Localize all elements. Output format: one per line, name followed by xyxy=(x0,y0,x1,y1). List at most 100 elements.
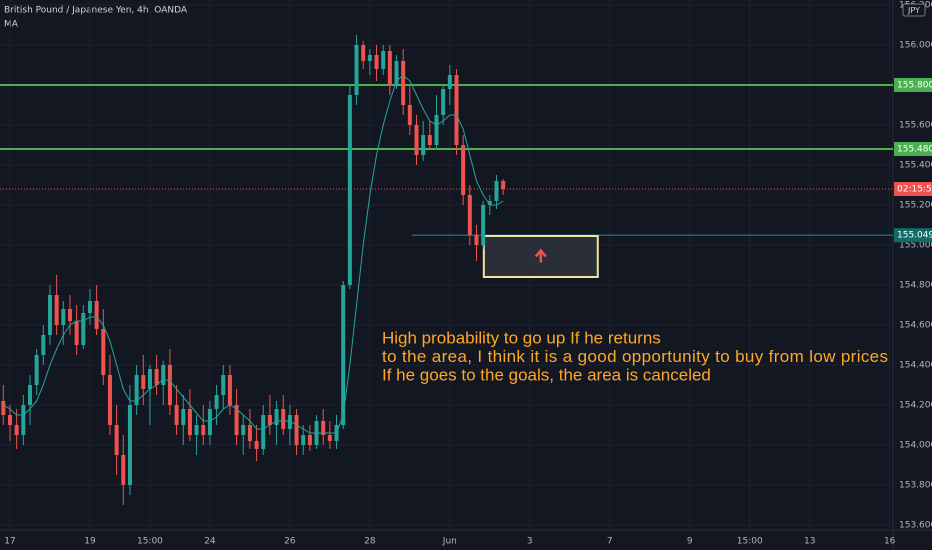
y-tick-label: 155.000 xyxy=(899,241,932,251)
x-tick-label: Jun xyxy=(442,537,457,547)
candle-body xyxy=(414,125,419,155)
candle-body xyxy=(141,375,146,389)
candle-body xyxy=(161,365,166,385)
candle-body xyxy=(194,425,199,435)
y-tick-label: 153.600 xyxy=(899,521,932,531)
x-tick-label: 28 xyxy=(364,537,376,547)
candle-body xyxy=(261,415,266,449)
candle-body xyxy=(214,395,219,409)
candle-body xyxy=(94,301,99,329)
x-tick-label: 13 xyxy=(804,537,815,547)
y-tick-label: 154.200 xyxy=(899,401,932,411)
candle-body xyxy=(387,51,392,85)
x-tick-label: 16 xyxy=(884,537,896,547)
candle-body xyxy=(207,409,212,435)
candle-body xyxy=(87,301,92,313)
candle-body xyxy=(154,369,159,385)
candle-body xyxy=(354,45,359,95)
x-tick-label: 19 xyxy=(84,537,96,547)
x-tick-label: 3 xyxy=(527,537,533,547)
candle-body xyxy=(41,335,46,355)
indicator-label: MA xyxy=(4,20,19,30)
candle-body xyxy=(367,55,372,61)
current-price-label: 02:15:52 xyxy=(897,185,932,195)
candle-body xyxy=(501,181,506,189)
candle-body xyxy=(487,201,492,205)
candle-body xyxy=(454,75,459,145)
annotation: High probability to go up If he returns xyxy=(382,328,661,347)
candle-body xyxy=(267,415,272,425)
x-tick-label: 9 xyxy=(687,537,693,547)
candle-body xyxy=(281,409,286,429)
level-label: 155.480 xyxy=(897,145,932,155)
x-tick-label: 7 xyxy=(607,537,613,547)
candle-body xyxy=(61,309,66,325)
candle-body xyxy=(221,375,226,395)
zone-line-label: 155.049 xyxy=(897,231,932,241)
candle-body xyxy=(274,409,279,425)
candle-body xyxy=(421,135,426,155)
candle-body xyxy=(67,309,72,321)
annotation: If he goes to the goals, the area is can… xyxy=(382,365,711,384)
candle-body xyxy=(327,435,332,441)
candle-body xyxy=(481,205,486,245)
candle-body xyxy=(234,405,239,435)
candle-body xyxy=(287,415,292,429)
candle-body xyxy=(174,405,179,425)
candle-body xyxy=(21,405,26,435)
candle-body xyxy=(427,135,432,145)
x-tick-label: 26 xyxy=(284,537,296,547)
level-label-bg xyxy=(894,142,932,156)
x-tick-label: 24 xyxy=(204,537,216,547)
candle-body xyxy=(134,375,139,405)
currency-label: JPY xyxy=(907,6,920,15)
y-tick-label: 153.800 xyxy=(899,481,932,491)
candle-body xyxy=(374,55,379,69)
candle-body xyxy=(227,375,232,405)
candle-body xyxy=(441,89,446,115)
candle-body xyxy=(1,401,6,415)
candle-body xyxy=(467,195,472,235)
candle-body xyxy=(434,115,439,145)
candle-body xyxy=(101,329,106,375)
candle-body xyxy=(381,51,386,69)
level-label-bg xyxy=(894,78,932,92)
y-tick-label: 155.200 xyxy=(899,201,932,211)
candle-body xyxy=(187,409,192,435)
x-tick-label: 15:00 xyxy=(137,537,163,547)
candle-body xyxy=(107,375,112,425)
y-tick-label: 154.400 xyxy=(899,361,932,371)
x-tick-label: 15:00 xyxy=(737,537,763,547)
candle-body xyxy=(321,421,326,435)
candle-body xyxy=(121,455,126,485)
candle-body xyxy=(74,321,79,345)
currency-box xyxy=(902,3,926,17)
candle-body xyxy=(401,61,406,105)
candle-body xyxy=(241,425,246,435)
candle-body xyxy=(347,95,352,285)
candle-body xyxy=(201,425,206,435)
candle-body xyxy=(407,105,412,125)
candle-body xyxy=(7,415,12,425)
candle-body xyxy=(294,415,299,445)
candle-body xyxy=(247,425,252,441)
ma-line xyxy=(3,74,504,434)
y-tick-label: 155.400 xyxy=(899,161,932,171)
candle-body xyxy=(181,409,186,425)
candle-body xyxy=(494,181,499,201)
zone-line-label-bg xyxy=(894,228,932,243)
chart-title: British Pound / Japanese Yen, 4h, OANDA xyxy=(4,6,188,16)
annotation: to the area, I think it is a good opport… xyxy=(382,347,888,366)
y-tick-label: 154.600 xyxy=(899,321,932,331)
candle-body xyxy=(301,435,306,445)
candle-body xyxy=(14,425,19,435)
x-tick-label: 17 xyxy=(4,537,15,547)
y-tick-label: 155.600 xyxy=(899,121,932,131)
y-tick-label: 156.000 xyxy=(899,41,932,51)
candle-body xyxy=(447,75,452,89)
candle-body xyxy=(27,385,32,405)
candle-body xyxy=(307,435,312,445)
candle-body xyxy=(394,61,399,85)
